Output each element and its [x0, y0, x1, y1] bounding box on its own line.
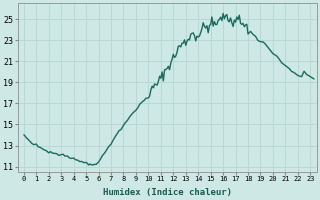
X-axis label: Humidex (Indice chaleur): Humidex (Indice chaleur) — [103, 188, 232, 197]
